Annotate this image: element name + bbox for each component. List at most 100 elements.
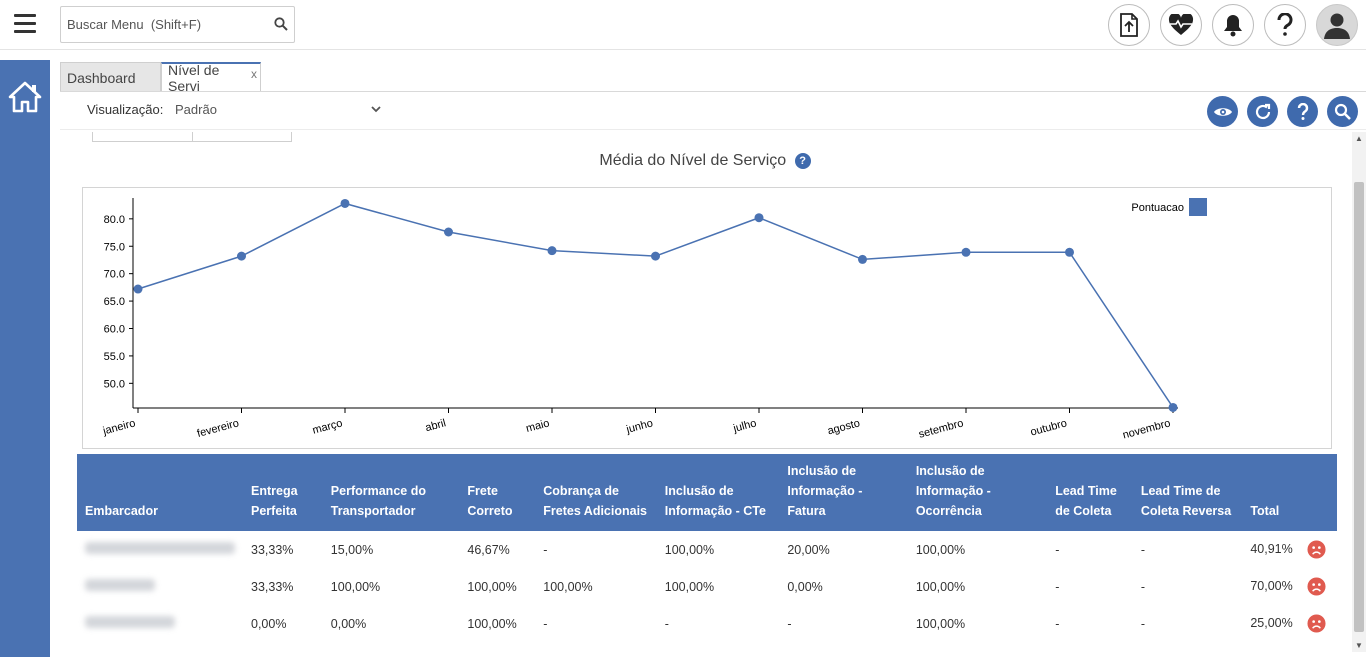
table-cell: - — [1047, 568, 1133, 605]
column-header[interactable]: Entrega Perfeita — [251, 484, 298, 518]
y-tick-label: 55.0 — [104, 351, 125, 363]
shipper-cell — [77, 605, 243, 642]
cell-value: - — [1055, 579, 1060, 594]
cell-value: - — [543, 616, 548, 631]
line-chart: 80.0 75.0 70.0 65.0 60.0 55.0 50.0 janeiro fever… — [82, 187, 1332, 449]
tab-nivel-servico-label: Nível de Servi — [168, 61, 220, 94]
cell-value: - — [1055, 616, 1060, 631]
health-button[interactable] — [1160, 4, 1202, 46]
cell-value: - — [1055, 542, 1060, 557]
home-icon[interactable] — [8, 80, 42, 114]
left-sidebar — [0, 60, 50, 657]
cell-value: 0,00% — [330, 616, 367, 631]
search-icon — [1334, 103, 1351, 120]
filter-stub — [92, 132, 292, 142]
cell-value: 20,00% — [787, 542, 830, 557]
table-cell: 33,33% — [243, 568, 323, 605]
top-bar — [0, 0, 1366, 50]
table-header-row: Embarcador Entrega Perfeita Performance do… — [77, 454, 1337, 531]
x-tick-label: setembro — [917, 417, 964, 440]
y-tick-label: 50.0 — [104, 378, 125, 390]
chart-title-row: Média do Nível de Serviço ? — [60, 152, 1350, 170]
table-cell: 25,00% — [1242, 605, 1337, 642]
data-point — [651, 251, 660, 261]
table-cell: - — [535, 605, 657, 642]
x-tick-label: outubro — [1029, 417, 1068, 438]
chart-help-icon[interactable]: ? — [794, 152, 811, 169]
table-cell: 33,33% — [243, 531, 323, 568]
table-cell: 46,67% — [459, 531, 535, 568]
column-header[interactable]: Frete Correto — [467, 484, 513, 518]
table-row[interactable]: 33,33% 100,00% 100,00% 100,00% 100,00% 0,00% 1… — [77, 568, 1337, 605]
column-header[interactable]: Lead Time de Coleta Reversa — [1140, 484, 1232, 518]
vertical-scrollbar[interactable]: ▲ ▼ — [1352, 132, 1366, 652]
table-cell: 100,00% — [657, 568, 780, 605]
notifications-button[interactable] — [1212, 4, 1254, 46]
cell-value: 100,00% — [915, 616, 966, 631]
search-icon[interactable] — [274, 17, 288, 31]
eye-icon — [1213, 107, 1232, 116]
scrollbar-thumb[interactable] — [1354, 182, 1364, 632]
tab-dashboard[interactable]: Dashboard — [60, 62, 161, 92]
table-cell: - — [1133, 568, 1243, 605]
y-tick-label: 65.0 — [104, 296, 125, 308]
menu-search[interactable] — [60, 6, 295, 43]
cell-value: 15,00% — [330, 542, 374, 557]
column-header[interactable]: Embarcador — [85, 504, 158, 518]
legend-swatch — [1189, 198, 1207, 216]
column-header[interactable]: Cobrança de Fretes Adicionais — [543, 484, 648, 518]
column-header[interactable]: Inclusão de Informação - CTe — [664, 484, 766, 518]
refresh-icon — [1255, 103, 1270, 119]
tab-close-icon[interactable]: x — [251, 67, 257, 81]
y-tick-label: 60.0 — [104, 323, 125, 335]
help-page-button[interactable] — [1287, 96, 1318, 127]
shipper-cell — [77, 568, 243, 605]
y-tick-label: 80.0 — [104, 214, 125, 226]
help-icon — [1277, 13, 1293, 36]
visualization-value: Padrão — [175, 102, 217, 117]
cell-value: - — [1140, 579, 1146, 594]
column-header[interactable]: Lead Time de Coleta — [1055, 484, 1117, 518]
hamburger-menu-icon[interactable] — [14, 14, 36, 34]
scroll-up-icon[interactable]: ▲ — [1355, 134, 1363, 143]
column-header[interactable]: Performance do Transportador — [330, 484, 426, 518]
table-cell: 40,91% — [1242, 531, 1337, 568]
table-row[interactable]: 0,00% 0,00% 100,00% - - - 100,00% - - 25,00% — [77, 605, 1337, 642]
cell-value: - — [543, 542, 548, 557]
tab-nivel-servico[interactable]: Nível de Servi x — [161, 61, 261, 94]
table-cell: 100,00% — [657, 531, 780, 568]
cell-value: 46,67% — [467, 542, 510, 557]
column-header[interactable]: Inclusão de Informação - Fatura — [787, 464, 863, 518]
view-button[interactable] — [1207, 96, 1238, 127]
help-icon — [1297, 102, 1308, 120]
table-cell: - — [1047, 605, 1133, 642]
table-row[interactable]: 33,33% 15,00% 46,67% - 100,00% 20,00% 100,00% -… — [77, 531, 1337, 568]
upload-file-button[interactable] — [1108, 4, 1150, 46]
data-point — [1168, 402, 1178, 412]
x-tick-label: março — [311, 417, 344, 437]
search-button[interactable] — [1327, 96, 1358, 127]
table-cell: - — [1133, 605, 1243, 642]
table-cell: - — [779, 605, 907, 642]
cell-value: 0,00% — [251, 616, 287, 631]
visualization-select[interactable]: Padrão — [170, 97, 382, 125]
column-header[interactable]: Total — [1250, 504, 1280, 518]
table-cell: - — [657, 605, 780, 642]
menu-search-input[interactable] — [61, 7, 261, 42]
table-cell: - — [1133, 531, 1243, 568]
redacted-shipper-name — [85, 616, 175, 628]
refresh-button[interactable] — [1247, 96, 1278, 127]
scroll-down-icon[interactable]: ▼ — [1355, 641, 1363, 650]
legend-label: Pontuacao — [1131, 202, 1184, 214]
help-button[interactable] — [1264, 4, 1306, 46]
user-avatar[interactable] — [1316, 4, 1358, 46]
column-header[interactable]: Inclusão de Informação - Ocorrência — [915, 464, 991, 518]
sad-face-icon — [1307, 577, 1326, 596]
data-point — [1065, 247, 1074, 257]
cell-value: 100,00% — [915, 579, 966, 594]
table-cell: 0,00% — [323, 605, 460, 642]
redacted-shipper-name — [85, 579, 155, 591]
sad-face-icon — [1307, 614, 1326, 633]
table-cell: 0,00% — [779, 568, 907, 605]
user-avatar-icon — [1324, 13, 1350, 39]
